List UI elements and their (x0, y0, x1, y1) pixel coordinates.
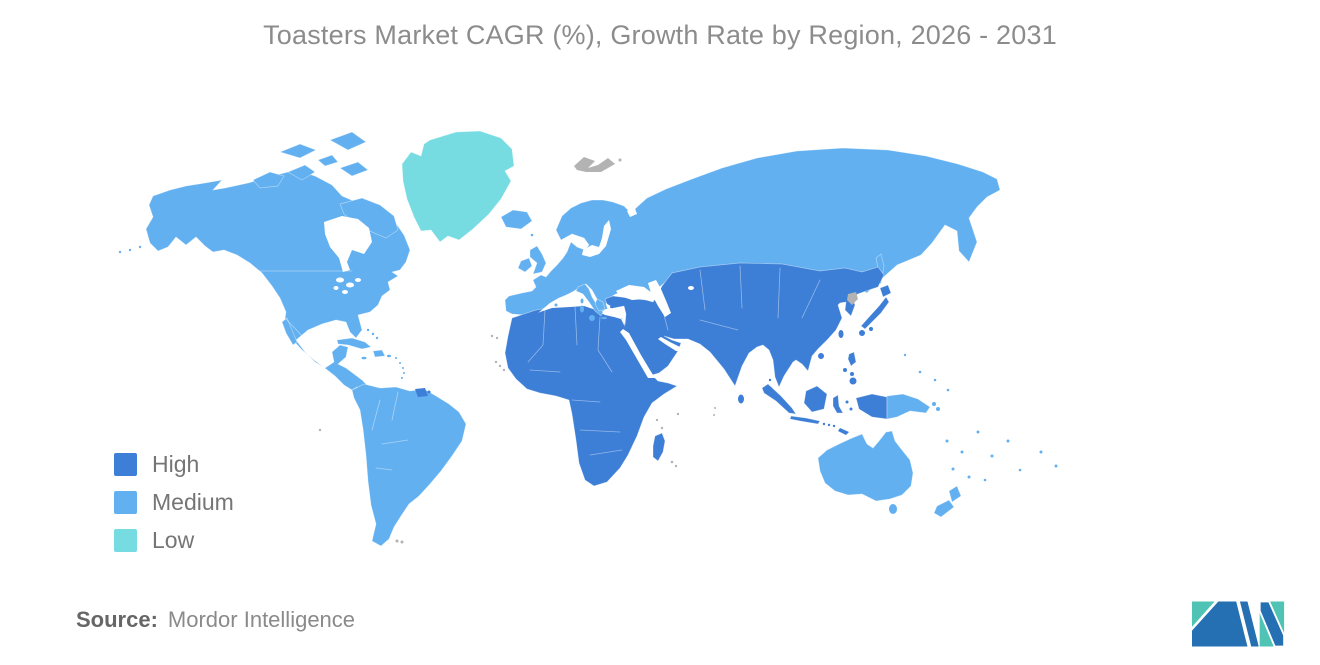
legend-swatch-medium (114, 490, 137, 514)
region-aleutians (118, 245, 142, 254)
region-maldives (714, 407, 716, 409)
region-cape-verde (494, 360, 498, 364)
region-sicily (589, 315, 595, 321)
region-greenland (401, 130, 515, 243)
region-south-america (351, 383, 467, 547)
region-iceland (500, 209, 533, 230)
black-sea (616, 285, 652, 300)
region-faroe (530, 233, 534, 237)
source-line: Source: Mordor Intelligence (76, 607, 355, 633)
persian-gulf (658, 337, 684, 352)
region-north-atlantic (500, 209, 547, 275)
gulf-st-lawrence (394, 280, 402, 286)
source-value: Mordor Intelligence (167, 607, 356, 632)
regions-no-data (318, 157, 858, 544)
region-north-korea (847, 292, 858, 305)
region-corsica (580, 298, 584, 304)
region-puerto-rico (387, 354, 391, 358)
region-indonesia-oceania (761, 383, 940, 435)
region-sri-lanka (738, 394, 744, 404)
region-philippines-luzon (847, 351, 857, 367)
logo-square-diagonal (1258, 601, 1286, 647)
red-sea (620, 329, 655, 378)
white-sea (627, 206, 637, 217)
region-east-asia-islands (843, 284, 892, 385)
caspian-sea (648, 280, 671, 317)
region-hispaniola (372, 349, 386, 358)
region-japan-shikoku (869, 327, 873, 331)
region-south-europe-islands (554, 283, 614, 321)
region-timor (838, 428, 849, 435)
hudson-bay (324, 216, 372, 272)
region-new-zealand-north (948, 485, 962, 503)
page-title: Toasters Market CAGR (%), Growth Rate by… (263, 20, 1057, 50)
region-new-guinea-west (855, 393, 888, 420)
legend-swatch-low (114, 528, 137, 552)
region-taiwan (838, 330, 844, 338)
region-svalbard (574, 157, 615, 172)
legend-label-medium: Medium (152, 488, 234, 515)
region-baja (281, 317, 298, 346)
legend-swatch-high (114, 452, 137, 476)
region-caribbean (336, 328, 405, 379)
region-cyprus (610, 305, 614, 309)
region-guyanas (415, 388, 428, 397)
region-pacific-islands (903, 353, 1058, 482)
region-crete (601, 316, 607, 320)
great-lakes (333, 277, 361, 294)
region-australia-nz (817, 353, 1058, 518)
region-papua-new-guinea (886, 393, 931, 420)
region-great-britain (529, 245, 547, 275)
region-new-zealand-south (933, 499, 955, 518)
source-label: Source: (76, 607, 158, 632)
legend-item-low: Low (114, 528, 234, 552)
logo-blue-slab (1192, 601, 1248, 647)
legend-label-high: High (152, 450, 200, 477)
region-australia (817, 430, 914, 502)
region-madagascar (652, 432, 666, 462)
logo-teal-triangle (1192, 601, 1215, 627)
legend: High Medium Low (114, 452, 234, 566)
legend-item-medium: Medium (114, 490, 234, 514)
region-hainan (818, 353, 824, 359)
legend-item-high: High (114, 452, 234, 476)
region-italy (575, 283, 604, 317)
aral-sea (688, 286, 694, 290)
region-tasmania (889, 504, 897, 514)
region-sumatra (761, 383, 797, 415)
mordor-intelligence-logo (1192, 601, 1286, 647)
region-north-america (118, 131, 411, 391)
region-java (789, 415, 821, 425)
region-sardinia (580, 305, 584, 313)
region-galapagos (318, 428, 322, 432)
region-jamaica (361, 356, 367, 360)
region-borneo (803, 385, 828, 413)
baltic-sea (582, 220, 611, 257)
region-falklands (395, 539, 399, 543)
region-japan-hokkaido (879, 284, 892, 298)
region-philippines-mindanao (849, 377, 857, 385)
region-africa-asia (504, 262, 885, 487)
region-mauritius (670, 460, 674, 464)
region-trinidad (427, 390, 431, 394)
logo-blue-band (1239, 601, 1259, 647)
region-japan-kyushu (859, 330, 865, 336)
region-ireland (517, 257, 533, 273)
region-greece (594, 298, 606, 312)
region-sulawesi (832, 394, 844, 414)
region-japan-honshu (860, 296, 890, 330)
country-borders (232, 265, 821, 471)
region-canary (490, 334, 494, 338)
region-balearics (554, 303, 558, 307)
legend-label-low: Low (152, 526, 195, 553)
region-cuba (336, 337, 372, 350)
